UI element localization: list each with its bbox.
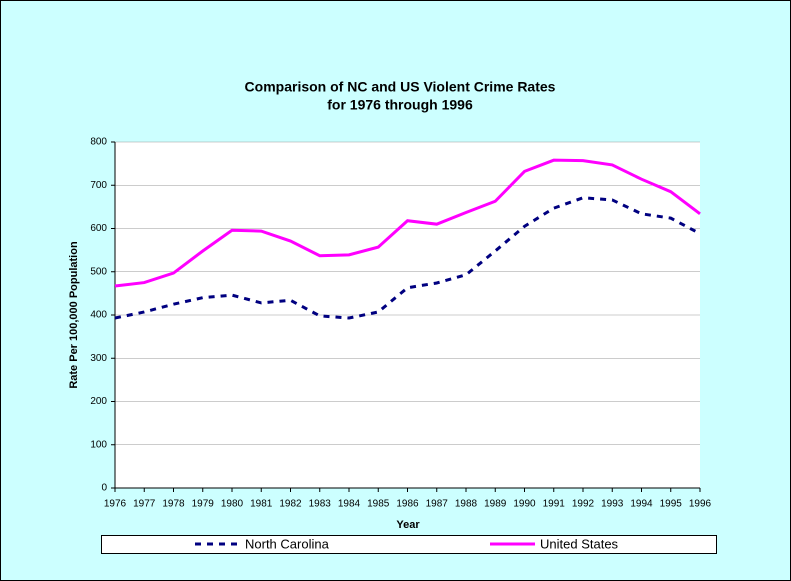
y-tick-label: 500 xyxy=(90,266,107,277)
x-tick-label: 1994 xyxy=(630,499,653,510)
data-line xyxy=(114,196,701,320)
x-tick-label: 1995 xyxy=(660,499,683,510)
x-tick-label: 1983 xyxy=(309,499,332,510)
y-tick-label: 400 xyxy=(90,310,107,321)
x-tick-label: 1977 xyxy=(133,499,156,510)
x-tick-label: 1980 xyxy=(221,499,244,510)
x-tick-label: 1982 xyxy=(279,499,302,510)
data-line xyxy=(114,158,701,288)
x-tick-label: 1993 xyxy=(601,499,624,510)
y-tick-label: 200 xyxy=(90,396,107,407)
x-tick-label: 1992 xyxy=(572,499,595,510)
x-tick-label: 1979 xyxy=(192,499,215,510)
legend-label: North Carolina xyxy=(245,536,330,551)
chart-subtitle: for 1976 through 1996 xyxy=(327,97,473,113)
y-tick-label: 300 xyxy=(90,353,107,364)
y-tick-label: 700 xyxy=(90,180,107,191)
x-tick-label: 1988 xyxy=(455,499,478,510)
y-tick-label: 0 xyxy=(101,483,107,494)
x-tick-label: 1986 xyxy=(396,499,419,510)
x-tick-label: 1991 xyxy=(543,499,566,510)
x-tick-label: 1985 xyxy=(367,499,390,510)
y-tick-label: 800 xyxy=(90,137,107,148)
x-tick-label: 1976 xyxy=(104,499,127,510)
x-tick-label: 1981 xyxy=(250,499,273,510)
y-axis-label: Rate Per 100,000 Population xyxy=(68,241,80,389)
y-tick-label: 100 xyxy=(90,439,107,450)
legend xyxy=(101,535,717,554)
x-tick-label: 1989 xyxy=(484,499,507,510)
x-tick-label: 1990 xyxy=(513,499,536,510)
x-tick-label: 1996 xyxy=(689,499,712,510)
y-tick-label: 600 xyxy=(90,223,107,234)
x-tick-label: 1987 xyxy=(426,499,449,510)
x-axis-label: Year xyxy=(396,519,420,531)
x-tick-label: 1984 xyxy=(338,499,361,510)
legend-label: United States xyxy=(540,536,619,551)
x-tick-label: 1978 xyxy=(162,499,185,510)
chart-title: Comparison of NC and US Violent Crime Ra… xyxy=(245,79,556,95)
